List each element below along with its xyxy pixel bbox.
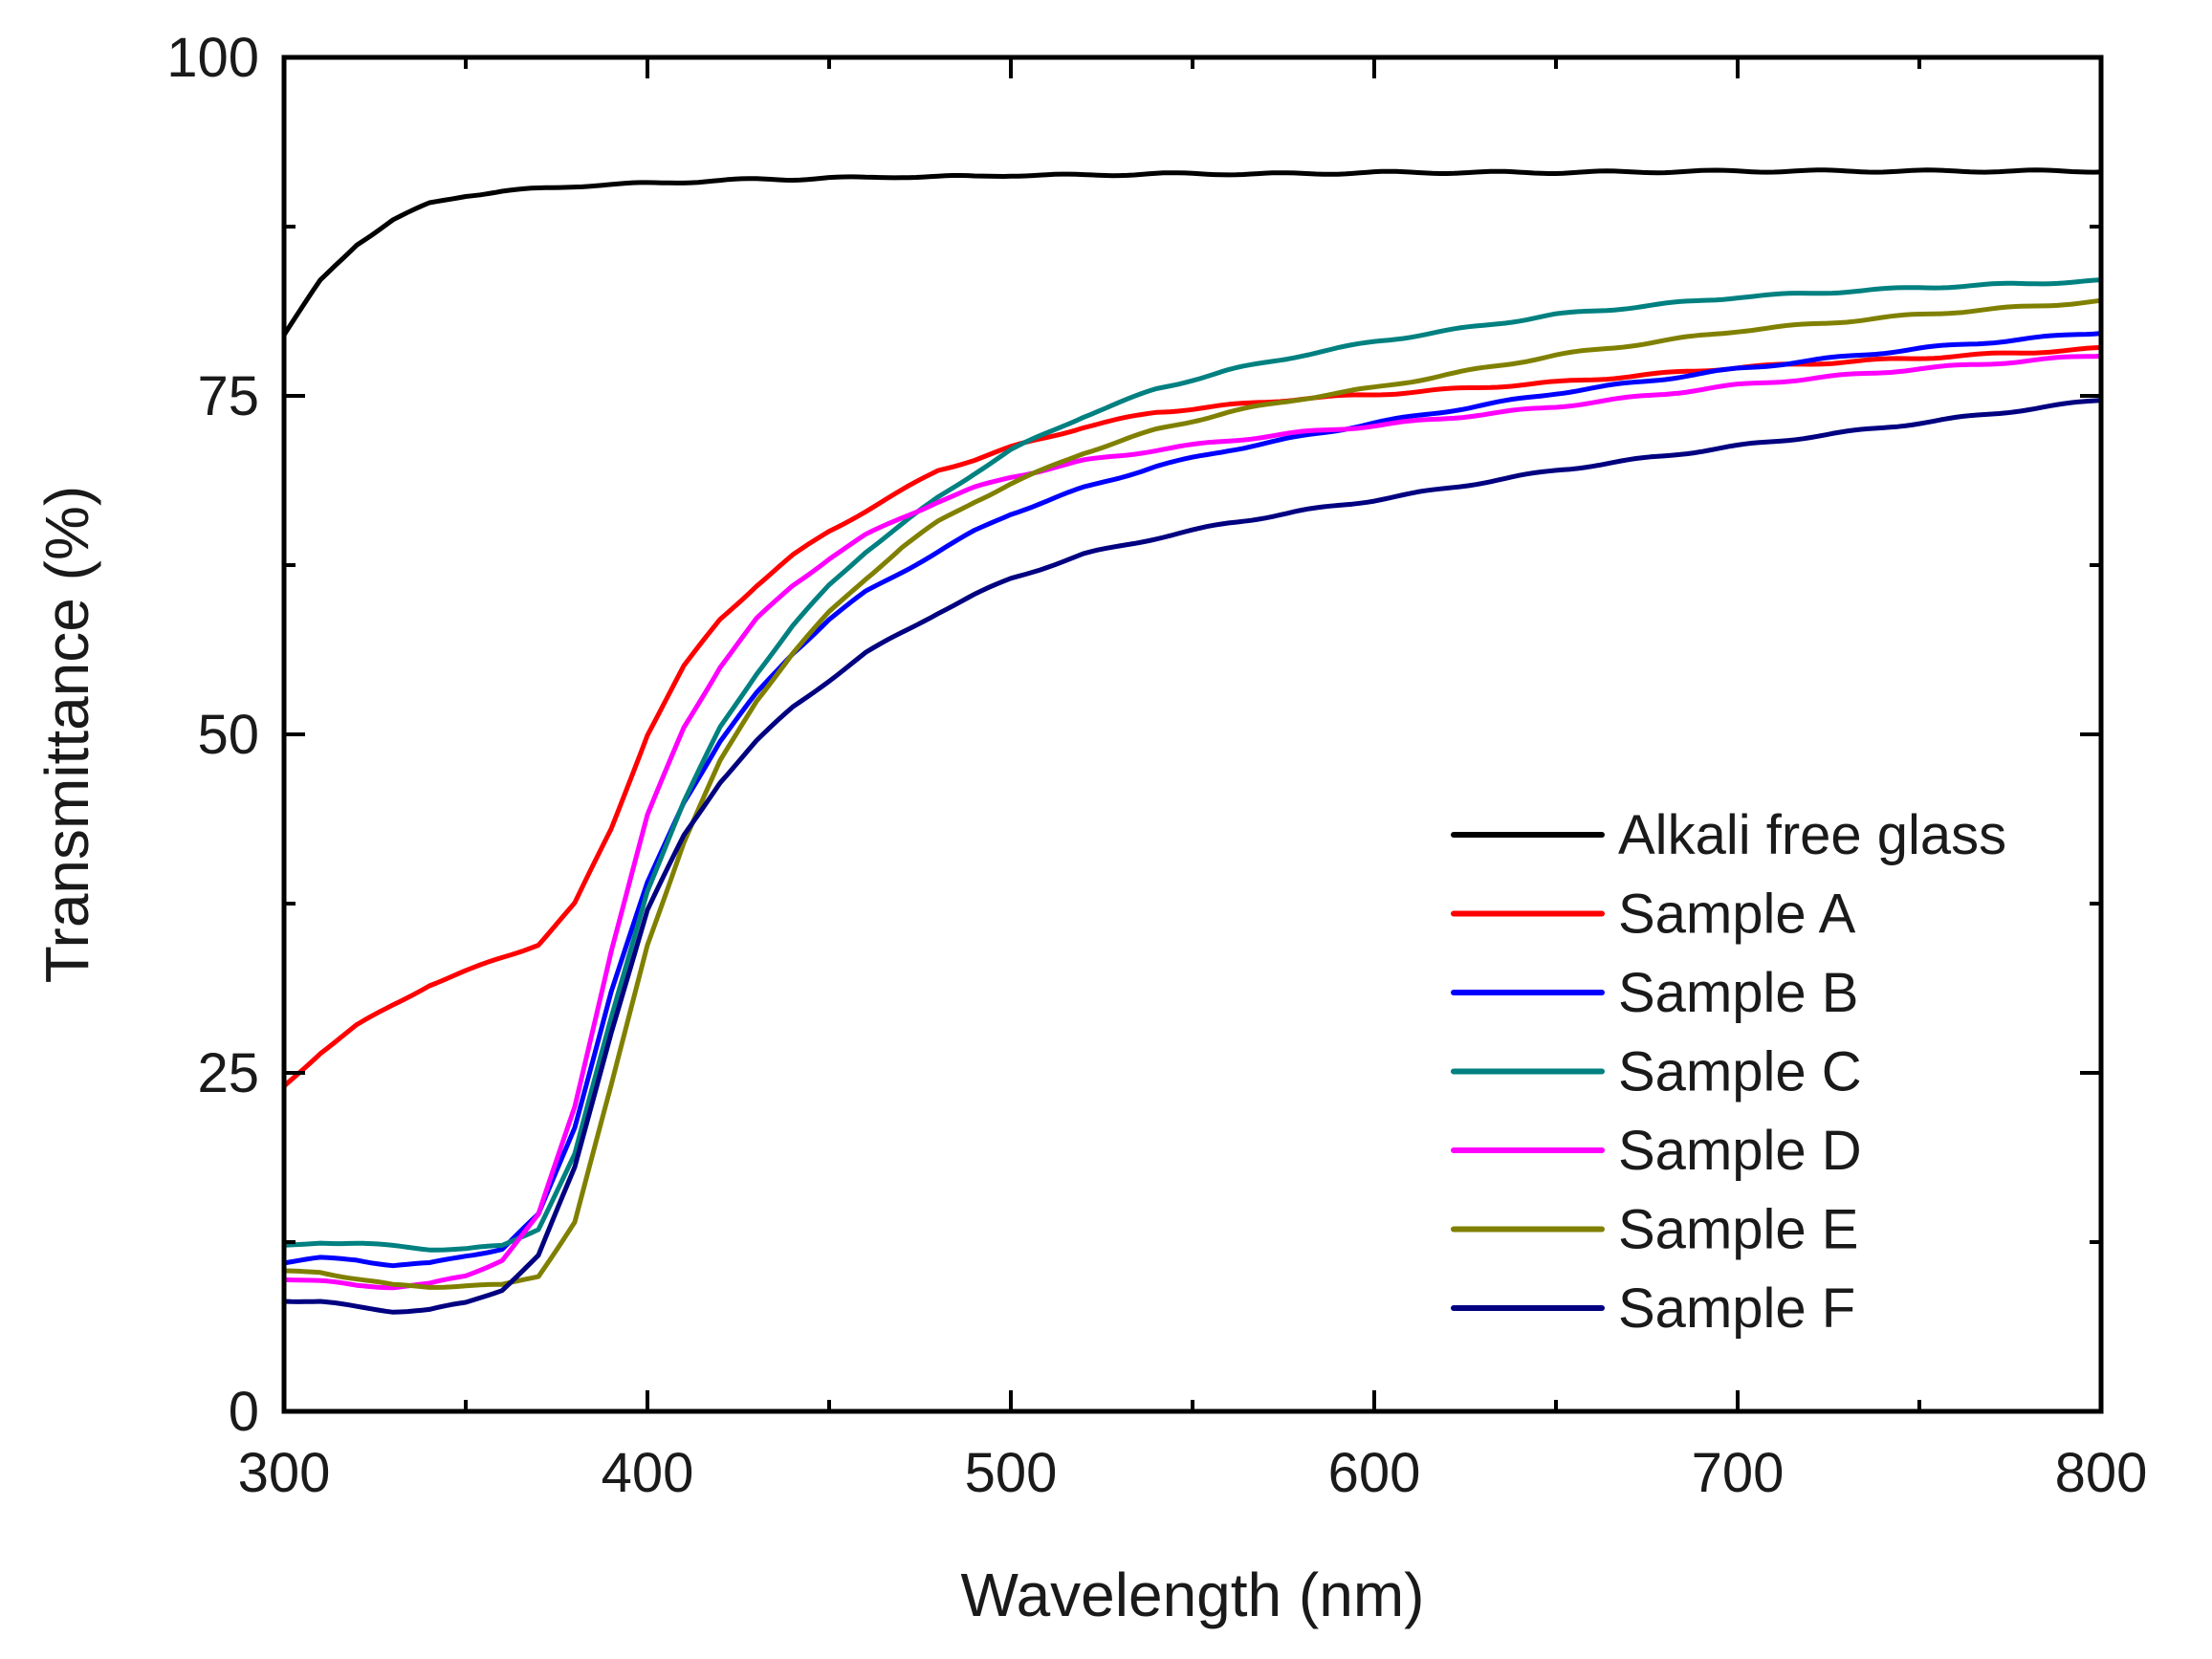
x-tick-label: 400 [602,1442,694,1504]
legend-label: Sample B [1618,962,1858,1024]
series-line-sample-f [281,398,2104,1315]
y-tick-label: 0 [229,1381,259,1443]
legend-label: Sample A [1618,884,1856,946]
legend-item: Alkali free glass [1451,804,2006,866]
legend-label: Sample D [1618,1120,1862,1182]
y-axis-title: Transmittance (%) [33,486,101,983]
series-line-sample-b [281,331,2104,1269]
legend-label: Alkali free glass [1618,804,2006,866]
series-line-alkali-free-glass [281,167,2104,338]
x-tick-label: 800 [2055,1442,2148,1504]
series-line-sample-e [281,297,2104,1290]
legend: Alkali free glass Sample A Sample B Sample … [1451,804,2006,1340]
legend-item: Sample B [1451,962,1858,1024]
series-line-sample-c [281,277,2104,1253]
x-axis-title: Wavelength (nm) [961,1561,1425,1629]
x-tick-label: 600 [1328,1442,1421,1504]
y-tick-label: 25 [197,1042,259,1104]
x-tick-label: 300 [238,1442,331,1504]
y-tick-label: 100 [166,27,259,89]
legend-item: Sample F [1451,1277,1855,1340]
legend-item: Sample A [1451,884,1856,946]
y-tick-label: 50 [197,704,259,766]
series-line-sample-d [281,353,2104,1291]
legend-label: Sample F [1618,1277,1855,1340]
legend-item: Sample E [1451,1199,1858,1261]
x-tick-label: 500 [965,1442,1058,1504]
legend-label: Sample E [1618,1199,1858,1261]
y-tick-label: 75 [197,365,259,427]
legend-item: Sample D [1451,1120,1862,1182]
legend-label: Sample C [1618,1041,1862,1103]
series-layer [281,167,2104,1315]
x-tick-label: 700 [1692,1442,1785,1504]
legend-item: Sample C [1451,1041,1862,1103]
tick-layer: 300 400 500 600 700 800 0 25 50 75 100 [166,27,2147,1504]
